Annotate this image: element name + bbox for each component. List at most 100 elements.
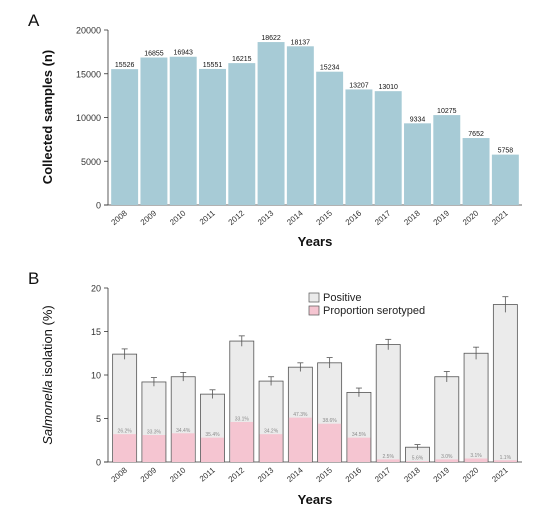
serotyped-percent-label: 5.6% xyxy=(412,456,424,462)
panel-b: B 0 5 10 15 20 26.2% 33.3% 34.4% 35.4% 33.1% 34.2… xyxy=(28,269,522,507)
serotyped-bar xyxy=(200,437,225,462)
x-tick-label: 2021 xyxy=(490,465,510,484)
y-tick-label: 5000 xyxy=(81,157,101,167)
panel-b-y-axis-title: Salmonella isolation (%) xyxy=(40,305,55,444)
bar-value-label: 16215 xyxy=(232,56,252,63)
x-tick-label: 2014 xyxy=(285,208,305,227)
serotyped-bar xyxy=(405,461,430,462)
panel-b-y-axis-title-rest: isolation (%) xyxy=(40,305,55,380)
serotyped-bar xyxy=(347,437,371,462)
x-tick-label: 2009 xyxy=(139,465,159,484)
y-tick-label: 20 xyxy=(91,284,101,294)
x-tick-label: 2008 xyxy=(110,465,130,484)
bar-value-label: 5758 xyxy=(498,148,514,155)
bar-value-label: 15551 xyxy=(203,62,223,69)
x-tick-label: 2011 xyxy=(198,208,217,226)
bar-value-label: 15526 xyxy=(115,62,135,69)
serotyped-bar xyxy=(376,459,400,462)
bar xyxy=(228,63,256,206)
panel-a-x-ticks: 2008 2009 2010 2011 2012 2013 2014 2015 2016 2017… xyxy=(110,208,511,227)
panel-a-letter: A xyxy=(28,11,40,30)
serotyped-percent-label: 34.5% xyxy=(352,432,367,438)
positive-bar xyxy=(434,376,460,463)
serotyped-percent-label: 33.1% xyxy=(235,416,250,422)
panel-a-y-ticks: 0 5000 10000 15000 20000 xyxy=(76,26,108,211)
y-tick-label: 15000 xyxy=(76,69,101,79)
bar-value-label: 16855 xyxy=(144,51,164,58)
panel-b-y-ticks: 0 5 10 15 20 xyxy=(91,284,108,468)
panel-b-x-axis-title: Years xyxy=(298,492,333,507)
bar-value-label: 9334 xyxy=(410,116,426,123)
serotyped-bar xyxy=(230,421,254,462)
panel-b-legend: Positive Proportion serotyped xyxy=(308,292,425,317)
y-tick-label: 10000 xyxy=(76,113,101,123)
bar xyxy=(199,68,226,206)
x-tick-label: 2015 xyxy=(315,208,335,227)
y-tick-label: 15 xyxy=(91,327,101,337)
x-tick-label: 2012 xyxy=(227,208,247,227)
panel-b-y-axis-title-genus: Salmonella xyxy=(40,380,55,444)
panel-b-bars: 26.2% 33.3% 34.4% 35.4% 33.1% 34.2% 47.3% 38.6%… xyxy=(112,296,518,463)
panel-b-x-ticks: 2008 2009 2010 2011 2012 2013 2014 2015 2016 2017… xyxy=(110,465,511,484)
x-tick-label: 2012 xyxy=(227,465,247,484)
x-tick-label: 2009 xyxy=(139,208,159,227)
y-tick-label: 5 xyxy=(96,414,101,424)
x-tick-label: 2013 xyxy=(256,465,276,484)
bar xyxy=(433,115,461,205)
serotyped-bar xyxy=(142,435,166,462)
serotyped-percent-label: 34.2% xyxy=(264,429,279,435)
serotyped-bar xyxy=(435,459,459,462)
serotyped-percent-label: 35.4% xyxy=(205,432,220,438)
x-tick-label: 2016 xyxy=(344,208,364,227)
legend-swatch-positive xyxy=(308,292,320,303)
serotyped-percent-label: 38.6% xyxy=(323,418,338,424)
serotyped-percent-label: 47.3% xyxy=(293,412,308,418)
y-tick-label: 10 xyxy=(91,371,101,381)
x-tick-label: 2011 xyxy=(198,465,217,483)
bar-value-label: 10275 xyxy=(437,108,457,115)
serotyped-bar xyxy=(288,417,312,462)
positive-bar xyxy=(463,352,489,463)
y-tick-label: 20000 xyxy=(76,26,101,36)
serotyped-bar xyxy=(259,434,283,462)
bar-value-label: 16943 xyxy=(173,50,193,57)
serotyped-bar xyxy=(318,423,342,462)
serotyped-percent-label: 3.0% xyxy=(441,454,453,460)
panel-a-y-axis-title: Collected samples (n) xyxy=(40,50,55,184)
serotyped-percent-label: 34.4% xyxy=(176,428,191,434)
serotyped-bar xyxy=(493,460,517,462)
bar xyxy=(140,57,168,205)
x-tick-label: 2019 xyxy=(432,208,452,227)
bar xyxy=(286,46,314,205)
x-tick-label: 2020 xyxy=(461,465,481,484)
x-tick-label: 2019 xyxy=(432,465,452,484)
panel-b-letter: B xyxy=(28,269,39,288)
bar-value-label: 18137 xyxy=(291,39,311,46)
x-tick-label: 2013 xyxy=(256,208,276,227)
x-tick-label: 2010 xyxy=(168,465,188,484)
serotyped-bar xyxy=(464,458,488,462)
y-tick-label: 0 xyxy=(96,458,101,468)
y-tick-label: 0 xyxy=(96,201,101,211)
x-tick-label: 2017 xyxy=(373,465,393,484)
bar xyxy=(345,89,373,205)
bar xyxy=(169,56,197,205)
x-tick-label: 2010 xyxy=(168,208,188,227)
bar xyxy=(462,138,490,205)
serotyped-percent-label: 1.1% xyxy=(500,455,512,461)
bar xyxy=(404,123,431,205)
x-tick-label: 2018 xyxy=(402,208,422,227)
bar xyxy=(257,42,285,206)
panel-a: A 0 5000 10000 15000 20000 15526 16855 16943 15… xyxy=(28,11,522,249)
bar-value-label: 18622 xyxy=(261,35,281,42)
positive-bar xyxy=(492,304,518,463)
panel-a-x-axis-title: Years xyxy=(298,234,333,249)
bar xyxy=(316,71,344,205)
x-tick-label: 2018 xyxy=(402,465,422,484)
positive-bar xyxy=(375,344,401,463)
serotyped-bar xyxy=(113,434,137,462)
x-tick-label: 2017 xyxy=(373,208,393,227)
x-tick-label: 2016 xyxy=(344,465,364,484)
serotyped-percent-label: 33.3% xyxy=(147,430,162,436)
